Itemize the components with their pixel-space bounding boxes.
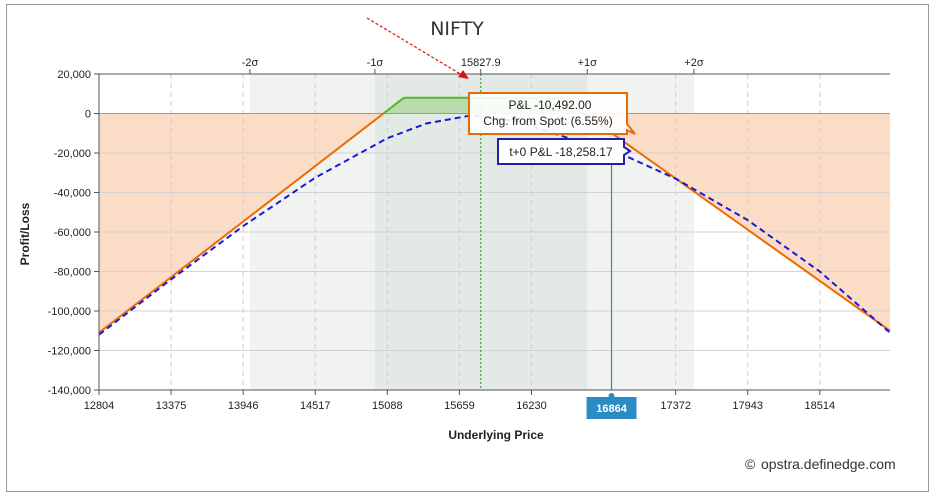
marker-x-badge	[586, 397, 637, 419]
annotation-arrow-head	[458, 70, 469, 79]
y-tick-label: -80,000	[54, 267, 91, 279]
t0-line	[98, 114, 891, 336]
payoff-chart: 20,000 0 -20,000 -40,000 -60,000 -80,000 -100,…	[18, 17, 896, 472]
sigma-label: -2σ	[242, 57, 259, 69]
copyright-icon: ©	[745, 456, 756, 472]
x-tick-label: 15659	[444, 400, 475, 412]
y-tick-label: 0	[85, 109, 91, 121]
sigma-label: +1σ	[578, 57, 598, 69]
credit[interactable]: © opstra.definedge.com	[745, 456, 896, 472]
x-tick-label: 12804	[84, 400, 115, 412]
x-tick-label: 14517	[300, 400, 331, 412]
y-tick-label: -100,000	[48, 306, 91, 318]
annotation-arrow-line	[366, 17, 463, 76]
chart-title: NIFTY	[430, 18, 484, 40]
sigma-label: -1σ	[367, 57, 384, 69]
marker-x-label: 16864	[596, 403, 627, 415]
y-tick-label: -40,000	[54, 188, 91, 200]
sigma-label: +2σ	[684, 57, 704, 69]
expiry-loss-segment	[583, 112, 891, 332]
y-tick-label: -20,000	[54, 148, 91, 160]
x-tick-label: 13946	[228, 400, 259, 412]
y-tick-label: -140,000	[48, 385, 91, 397]
pnl-tooltip-value: P&L -10,492.00	[509, 98, 592, 112]
x-tick-label: 17372	[660, 400, 691, 412]
x-tick-label: 15088	[372, 400, 403, 412]
y-tick-label: -120,000	[48, 346, 91, 358]
x-tick-label: 16230	[516, 400, 547, 412]
y-tick-label: -60,000	[54, 227, 91, 239]
credit-text: opstra.definedge.com	[761, 456, 896, 472]
pnl-tooltip-box	[468, 92, 636, 135]
t0-tooltip-box	[497, 138, 632, 165]
x-tick-label: 17943	[732, 400, 763, 412]
x-tick-label: 13375	[156, 400, 187, 412]
tooltip-overlay: 16864 P&L -10,492.00 Chg. from Spot: (6.55…	[366, 17, 637, 419]
t0-tooltip-value: t+0 P&L -18,258.17	[509, 145, 613, 159]
expiry-loss-segment	[98, 112, 385, 334]
y-tick-label: 20,000	[57, 69, 91, 81]
y-axis-title: Profit/Loss	[18, 202, 32, 265]
pnl-tooltip-change: Chg. from Spot: (6.55%)	[483, 114, 612, 128]
sigma-label: 15827.9	[461, 57, 501, 69]
x-axis-title: Underlying Price	[448, 428, 544, 442]
chart-frame: 20,000 0 -20,000 -40,000 -60,000 -80,000 -100,…	[6, 4, 929, 492]
expiry-profit-segment	[382, 96, 405, 115]
x-tick-label: 18514	[805, 400, 836, 412]
axes: 20,000 0 -20,000 -40,000 -60,000 -80,000 -100,…	[48, 57, 890, 412]
